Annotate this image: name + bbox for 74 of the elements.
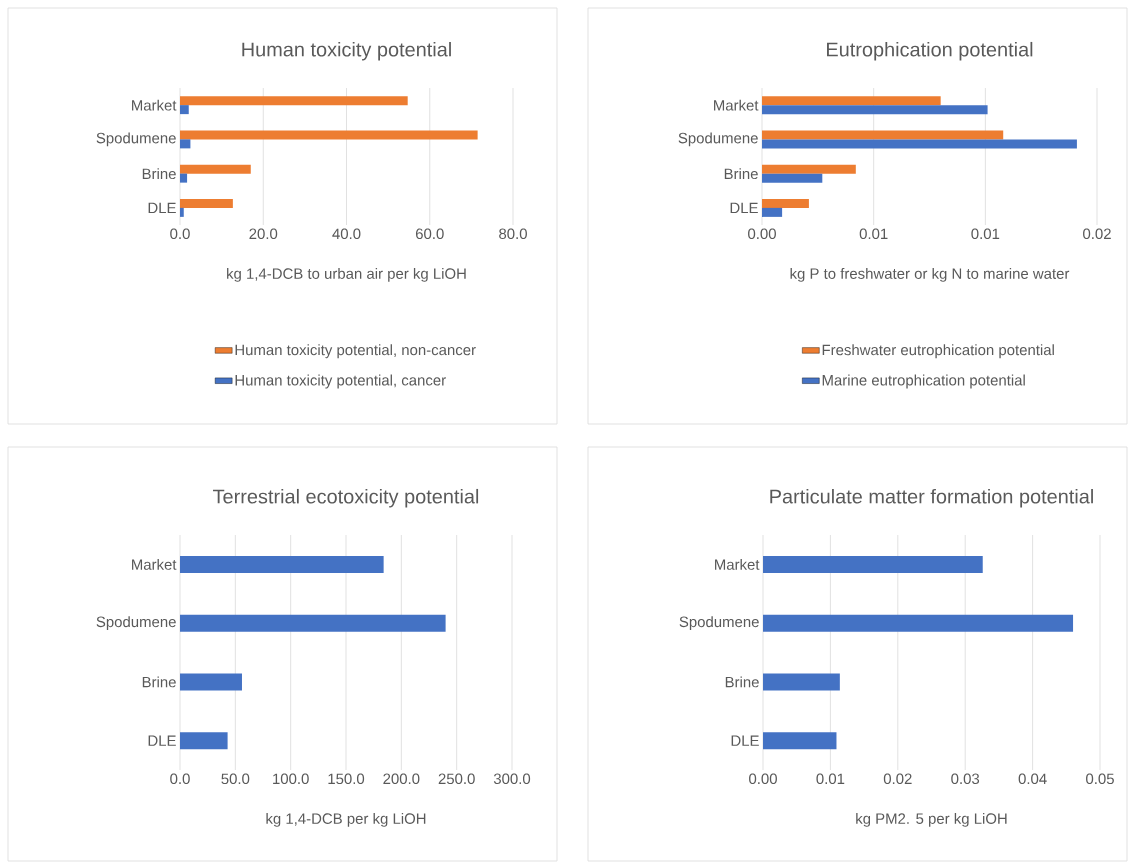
y-tick-label: Brine [724,168,758,180]
x-tick-label: 0.0 [170,773,190,785]
y-tick-label: DLE [148,202,176,214]
bar [763,614,1074,632]
y-tick-label: Market [132,558,177,570]
chart-title: Particulate matter formation potential [770,488,1093,508]
x-axis-title: kg P to freshwater or kg N to marine water [790,267,1070,282]
x-tick-label: 50.0 [221,773,250,785]
bar [180,207,184,217]
x-tick-label: 40.0 [332,228,361,240]
chart-title: Human toxicity potential [242,41,451,61]
bar [180,139,191,149]
legend-label: Human toxicity potential, cancer [235,374,446,389]
x-tick-label: 250.0 [438,773,475,785]
x-tick-label: 300.0 [493,773,531,785]
y-tick-label: Brine [725,676,759,688]
x-tick-label: 0.03 [951,773,980,785]
x-tick-label: 150.0 [328,773,365,785]
bar [763,673,840,691]
legend-label: Human toxicity potential, non-cancer [235,344,476,359]
chart-title: Eutrophication potential [827,41,1033,61]
x-tick-label: 0.02 [883,773,912,785]
bar [180,173,188,183]
y-tick-label: Brine [142,676,176,688]
bar [762,164,856,174]
x-tick-label: 0.01 [859,228,888,240]
bar [180,198,233,208]
bar [763,732,837,750]
legend-label: Marine eutrophication potential [822,374,1025,389]
bar [180,96,408,106]
y-tick-label: DLE [731,735,759,746]
bar [180,673,242,691]
y-tick-label: DLE [730,202,758,214]
bar [762,173,823,183]
bar [180,614,446,632]
y-tick-label: Spodumene [679,616,759,631]
x-tick-label: 0.00 [749,773,777,785]
x-tick-label: 200.0 [383,773,420,785]
bar [762,105,988,115]
y-tick-label: Market [714,99,759,111]
bar [180,732,228,750]
x-tick-label: 20.0 [249,228,278,240]
x-axis-title: kg 1,4-DCB to urban air per kg LiOH [227,267,466,282]
bar [763,555,983,573]
y-tick-label: DLE [148,735,176,746]
x-tick-label: 80.0 [499,228,527,240]
bar [762,130,1004,140]
x-axis-title: kg PM2. 5 per kg LiOH [856,812,1007,827]
y-tick-label: Brine [142,168,176,180]
x-axis-title: kg 1,4-DCB per kg LiOH [266,812,426,827]
x-tick-label: 60.0 [415,228,444,240]
bar [762,139,1077,149]
bar [180,130,478,140]
chart-title: Terrestrial ecotoxicity potential [213,488,479,508]
x-tick-label: 0.04 [1018,773,1047,785]
y-tick-label: Market [132,99,177,111]
legend-label: Freshwater eutrophication potential [822,344,1054,359]
y-tick-label: Spodumene [96,132,176,147]
x-tick-label: 0.05 [1086,773,1114,785]
y-tick-label: Market [715,558,760,570]
bar [180,164,251,174]
bar [762,207,783,217]
x-tick-label: 0.0 [170,228,190,240]
x-tick-label: 0.00 [748,228,776,240]
bar [762,96,941,106]
bar [180,105,189,115]
bar [180,555,384,573]
x-tick-label: 100.0 [273,773,309,785]
y-tick-label: Spodumene [678,132,758,147]
x-tick-label: 0.02 [1083,228,1111,240]
bar [762,198,809,208]
y-tick-label: Spodumene [96,616,176,631]
x-tick-label: 0.01 [816,773,845,785]
x-tick-label: 0.01 [971,228,1000,240]
